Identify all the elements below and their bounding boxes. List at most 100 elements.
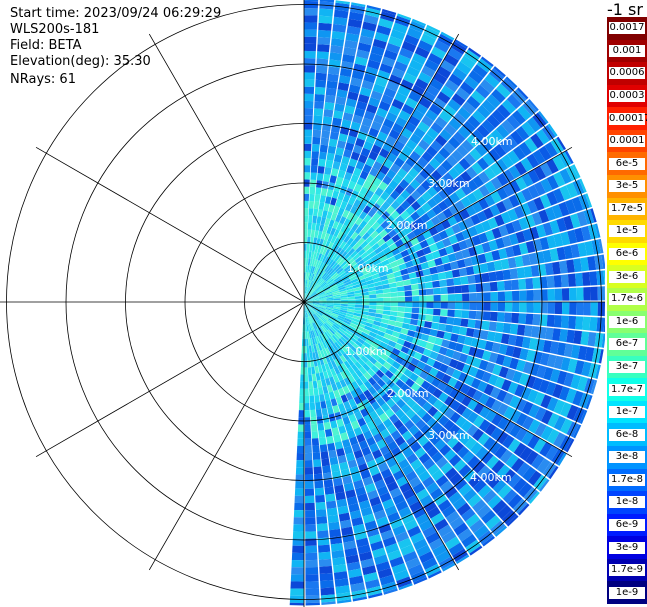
data-gate: [309, 244, 313, 252]
data-gate: [506, 94, 522, 109]
data-gate: [473, 524, 489, 539]
data-gate: [446, 317, 455, 325]
data-gate: [348, 348, 356, 356]
data-gate: [394, 239, 404, 248]
data-gate: [582, 272, 591, 286]
data-gate: [309, 323, 314, 331]
data-gate: [440, 462, 453, 475]
data-gate: [322, 285, 330, 291]
data-gate: [516, 267, 526, 279]
data-gate: [534, 407, 547, 422]
data-gate: [329, 260, 336, 268]
data-gate: [432, 360, 443, 370]
data-gate: [421, 390, 433, 401]
data-gate: [335, 331, 343, 338]
data-gate: [304, 257, 307, 266]
data-gate: [570, 243, 580, 258]
data-gate: [338, 313, 346, 318]
data-gate: [304, 0, 319, 2]
data-gate: [502, 323, 512, 334]
data-gate: [310, 172, 317, 181]
data-gate: [507, 438, 521, 453]
data-gate: [387, 511, 401, 523]
data-gate: [313, 314, 319, 321]
ring-label-lower-1: 1.00km: [345, 345, 387, 358]
data-gate: [426, 302, 434, 309]
data-gate: [366, 436, 376, 447]
data-gate: [313, 459, 322, 468]
data-gate: [317, 253, 323, 261]
data-gate: [433, 399, 444, 410]
data-gate: [435, 474, 449, 488]
data-gate: [320, 187, 328, 196]
data-gate: [504, 302, 513, 312]
data-gate: [347, 304, 356, 308]
data-gate: [337, 454, 347, 464]
data-gate: [493, 143, 507, 158]
data-gate: [492, 479, 507, 494]
data-gate: [527, 389, 539, 403]
data-gate: [380, 374, 390, 384]
data-gate: [320, 326, 326, 333]
data-gate: [388, 179, 399, 190]
data-gate: [377, 357, 386, 366]
data-gate: [543, 366, 554, 381]
data-gate: [374, 76, 388, 88]
data-gate: [330, 360, 337, 369]
data-gate: [583, 286, 591, 301]
data-gate: [312, 274, 316, 282]
data-gate: [378, 100, 391, 112]
data-gate: [509, 323, 519, 335]
data-gate: [353, 449, 364, 460]
data-gate: [604, 304, 605, 317]
data-gate: [389, 315, 397, 322]
data-gate: [518, 217, 529, 230]
data-gate: [333, 305, 341, 308]
data-gate: [336, 282, 345, 287]
data-gate: [323, 421, 331, 431]
data-gate: [390, 146, 402, 157]
data-gate: [563, 372, 575, 388]
data-gate: [404, 215, 415, 226]
data-gate: [356, 176, 366, 187]
data-gate: [425, 314, 433, 322]
data-gate: [336, 340, 344, 348]
data-gate: [507, 493, 523, 509]
data-gate: [358, 154, 368, 164]
data-gate: [355, 486, 367, 496]
data-gate: [334, 341, 341, 349]
data-gate: [330, 270, 337, 278]
data-gate: [364, 453, 375, 463]
data-gate: [305, 331, 308, 339]
data-gate: [466, 424, 479, 437]
data-gate: [414, 217, 425, 227]
data-gate: [398, 458, 410, 470]
data-gate: [377, 485, 389, 497]
data-gate: [317, 530, 329, 539]
data-gate: [431, 422, 443, 434]
data-gate: [364, 483, 377, 493]
data-gate: [308, 316, 313, 324]
data-gate: [314, 480, 324, 489]
data-gate: [305, 502, 315, 511]
data-gate: [325, 87, 337, 97]
data-gate: [560, 357, 571, 372]
data-gate: [381, 259, 390, 267]
data-gate: [353, 167, 362, 177]
data-gate: [471, 201, 483, 214]
data-gate: [406, 398, 417, 409]
data-gate: [351, 380, 360, 390]
data-gate: [333, 389, 341, 399]
data-gate: [461, 508, 476, 522]
data-gate: [328, 281, 336, 287]
colorbar-label: 0.00017: [609, 112, 647, 125]
data-gate: [390, 518, 404, 530]
data-gate: [461, 407, 473, 420]
data-gate: [518, 503, 530, 516]
data-gate: [338, 286, 346, 291]
data-gate: [419, 239, 429, 249]
data-gate: [532, 238, 543, 252]
data-gate: [385, 328, 394, 336]
data-gate: [496, 173, 509, 187]
data-gate: [359, 366, 367, 375]
